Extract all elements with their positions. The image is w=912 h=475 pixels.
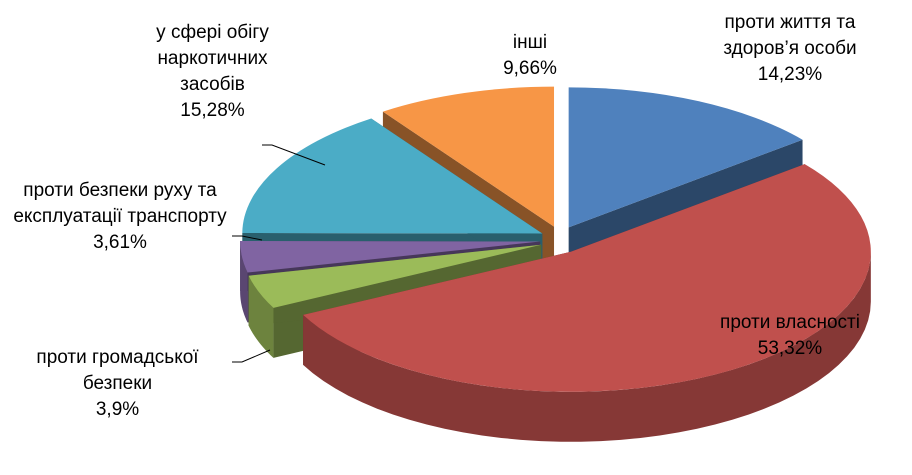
- value-label: 3,9%: [95, 399, 140, 420]
- slice-side: [248, 244, 542, 326]
- value-label: 14,23%: [757, 64, 823, 85]
- value-label: 15,28%: [180, 100, 245, 121]
- category-label: у сфері обігу наркотичних засобів: [156, 22, 269, 95]
- slice-side: [248, 275, 274, 358]
- pie-slice: [303, 164, 871, 392]
- pie-slice: [382, 86, 555, 227]
- value-label: 53,32%: [757, 338, 823, 359]
- category-label: проти громадської безпеки: [36, 347, 199, 394]
- slice-label: проти власності 53,32%: [690, 310, 890, 362]
- category-label: інші: [512, 32, 548, 53]
- category-label: проти безпеки руху та експлуатації транс…: [13, 180, 227, 227]
- value-label: 9,66%: [503, 58, 557, 79]
- category-label: проти власності: [720, 312, 860, 333]
- slice-side: [240, 241, 248, 323]
- slice-side: [303, 251, 871, 442]
- category-label: проти життя та здоров’я особи: [723, 12, 857, 59]
- slice-label: проти безпеки руху та експлуатації транс…: [10, 178, 230, 256]
- value-label: 3,61%: [93, 232, 147, 253]
- pie-slice: [240, 241, 541, 273]
- leader-line: [262, 144, 326, 166]
- slice-label: проти громадської безпеки 3,9%: [10, 345, 225, 423]
- pie-slice: [242, 118, 543, 234]
- leader-line: [232, 235, 263, 241]
- pie-slice: [568, 87, 803, 228]
- slice-label: проти життя та здоров’я особи 14,23%: [690, 10, 890, 88]
- slice-label: у сфері обігу наркотичних засобів 15,28%: [130, 20, 295, 124]
- pie-slice: [248, 244, 542, 308]
- leader-line: [232, 349, 271, 363]
- slice-label: інші 9,66%: [470, 30, 590, 82]
